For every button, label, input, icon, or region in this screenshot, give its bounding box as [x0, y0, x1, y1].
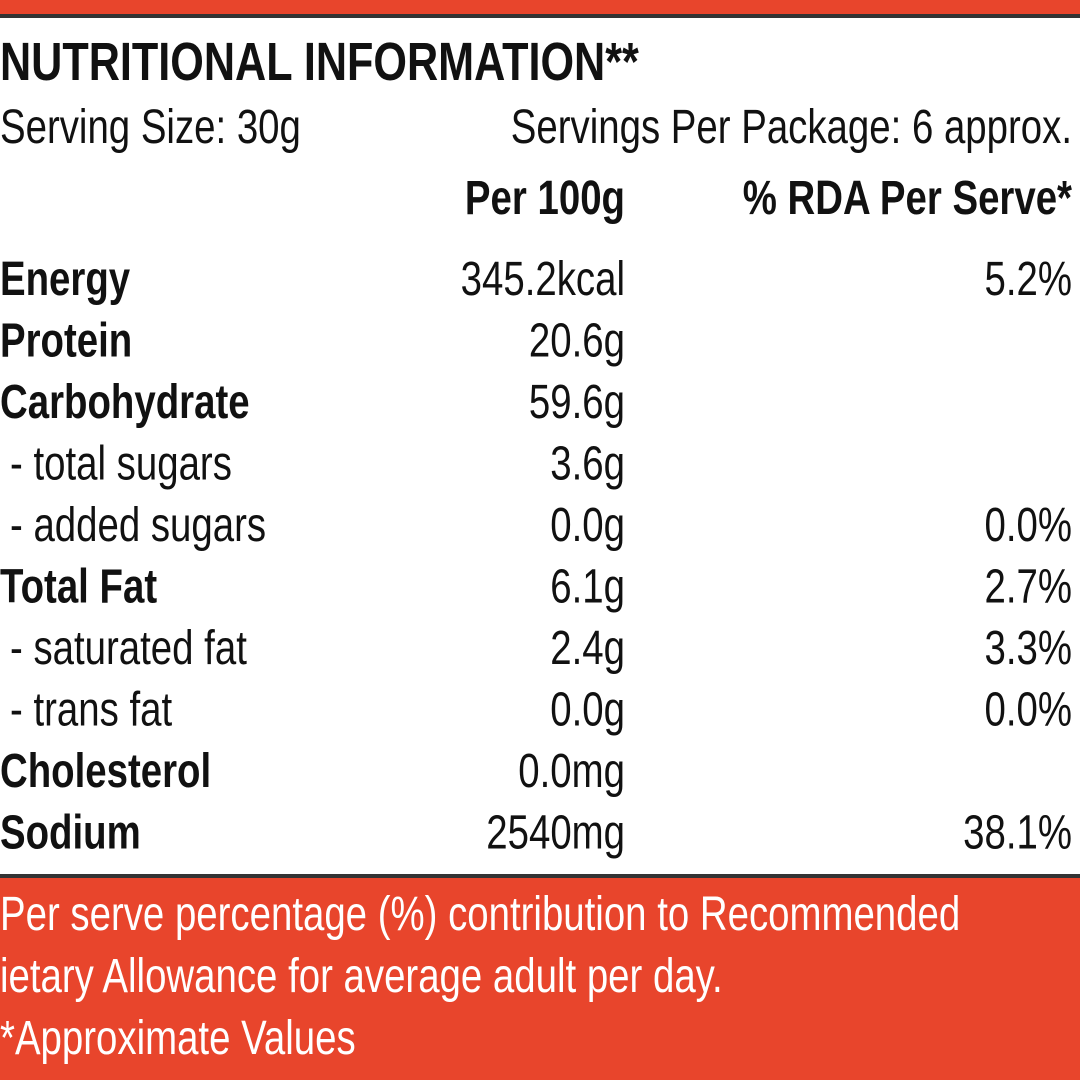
rda-value: 2.7%: [984, 561, 1072, 614]
title: NUTRITIONAL INFORMATION**: [0, 33, 639, 93]
per-100g-value: 20.6g: [529, 315, 625, 368]
nutrient-name: Total Fat: [0, 561, 157, 614]
nutrient-name: Cholesterol: [0, 745, 211, 798]
per-100g-value: 0.0g: [550, 684, 625, 737]
servings-per-package: Servings Per Package: 6 approx.: [511, 101, 1072, 154]
rda-value: 38.1%: [963, 807, 1072, 860]
nutrient-name: Energy: [0, 253, 130, 306]
per-100g-value: 0.0mg: [518, 745, 625, 798]
nutrient-name: Sodium: [0, 807, 141, 860]
rda-value: 0.0%: [984, 499, 1072, 552]
nutrient-name: - saturated fat: [10, 622, 247, 675]
footer-rule: [0, 874, 1080, 878]
nutrient-name: - trans fat: [10, 684, 172, 737]
nutrient-name: - total sugars: [10, 438, 232, 491]
nutrient-name: Protein: [0, 315, 132, 368]
rda-value: 3.3%: [984, 622, 1072, 675]
per-100g-value: 3.6g: [550, 438, 625, 491]
per-100g-value: 59.6g: [529, 376, 625, 429]
per-100g-value: 2.4g: [550, 622, 625, 675]
column-header: % RDA Per Serve*: [743, 172, 1072, 225]
nutrient-name: - added sugars: [10, 499, 266, 552]
serving-size: Serving Size: 30g: [0, 101, 301, 154]
per-100g-value: 2540mg: [486, 807, 625, 860]
footer-note: ietary Allowance for average adult per d…: [0, 950, 723, 1003]
per-100g-value: 345.2kcal: [461, 253, 625, 306]
rda-value: 0.0%: [984, 684, 1072, 737]
footer-note: *Approximate Values: [0, 1012, 356, 1065]
column-header: Per 100g: [465, 172, 625, 225]
footer-note: Per serve percentage (%) contribution to…: [0, 888, 960, 941]
nutrient-name: Carbohydrate: [0, 376, 250, 429]
footer-band: [0, 876, 1080, 1080]
per-100g-value: 0.0g: [550, 499, 625, 552]
top-band: [0, 0, 1080, 14]
rda-value: 5.2%: [984, 253, 1072, 306]
per-100g-value: 6.1g: [550, 561, 625, 614]
top-rule: [0, 14, 1080, 18]
